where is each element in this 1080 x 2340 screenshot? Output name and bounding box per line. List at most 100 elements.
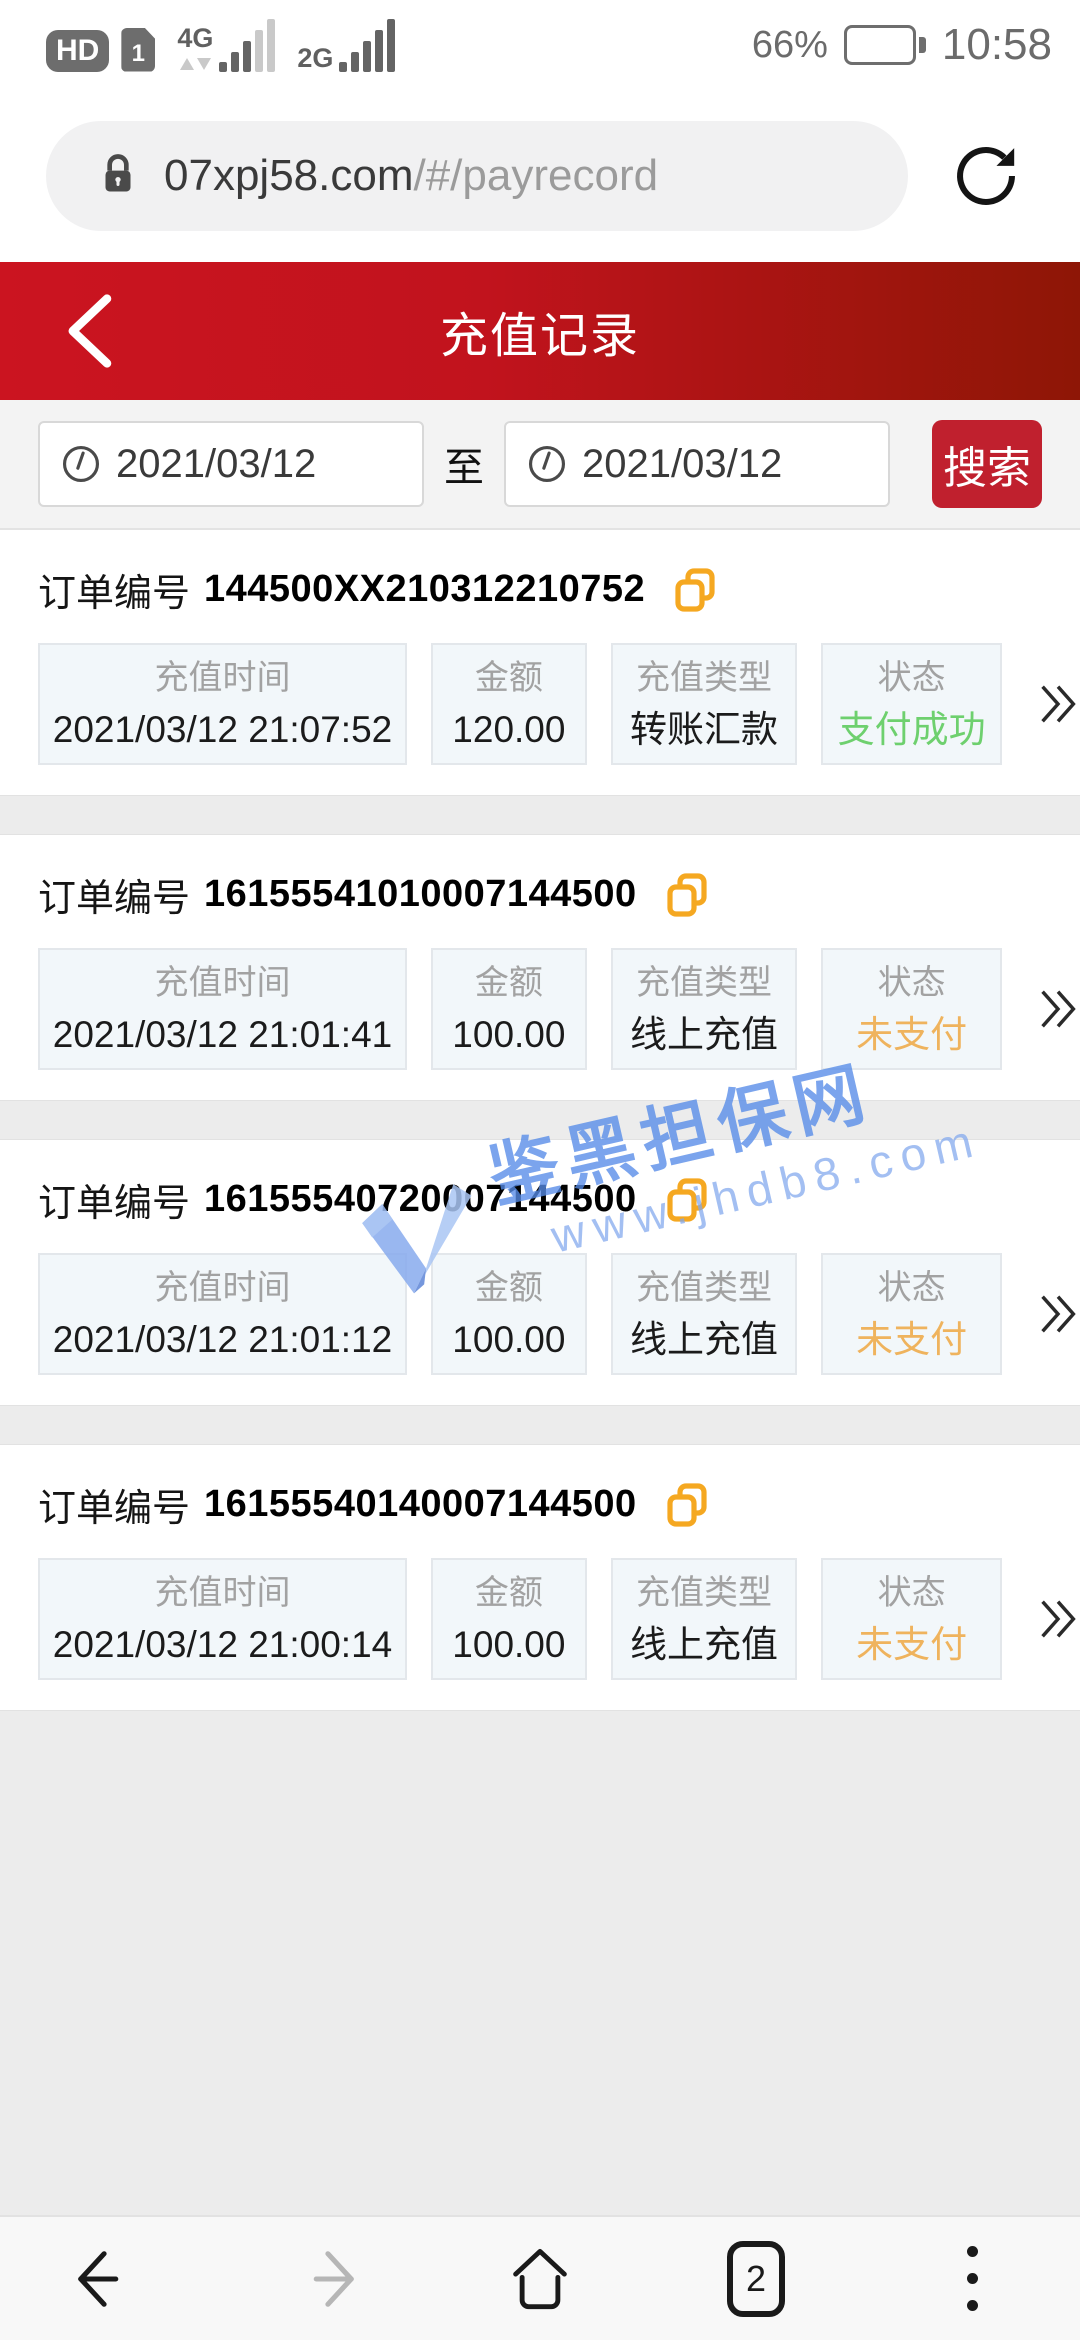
field-value: 转账汇款	[630, 708, 779, 750]
field-time: 充值时间 2021/03/12 21:01:41	[38, 948, 407, 1070]
nav-home-button[interactable]	[432, 2217, 648, 2340]
status-left-icons: HD 1 4G 2G	[46, 18, 396, 72]
field-label: 状态	[877, 963, 946, 1002]
record-card: 订单编号 144500XX210312210752 充值时间 2021/03/12…	[0, 530, 1080, 795]
data-arrows-icon	[179, 56, 211, 72]
page-title: 充值记录	[439, 310, 640, 363]
field-label: 充值时间	[154, 963, 291, 1002]
record-card: 订单编号 16155540140007144500 充值时间 2021/03/12…	[0, 1445, 1080, 1710]
order-number: 16155540720007144500	[204, 1178, 637, 1220]
network-4g-label: 4G	[177, 22, 214, 53]
order-number: 16155540140007144500	[204, 1483, 637, 1525]
field-value: 2021/03/12 21:01:12	[52, 1318, 393, 1360]
url-domain: 07xpj58.com	[164, 151, 414, 200]
nav-forward-button[interactable]	[216, 2217, 432, 2340]
field-label: 充值类型	[636, 1268, 773, 1307]
field-amount: 金额 100.00	[431, 948, 587, 1070]
order-row: 订单编号 16155540720007144500	[38, 1172, 1080, 1227]
order-label: 订单编号	[38, 878, 191, 920]
date-to-input[interactable]: 2021/03/12	[504, 421, 890, 507]
detail-expand-button[interactable]	[1036, 1558, 1080, 1680]
browser-nav-bar: 2	[0, 2215, 1080, 2340]
url-text: 07xpj58.com/#/payrecord	[164, 151, 658, 201]
empty-area	[0, 1710, 1080, 2215]
status-right: 66% 10:58	[752, 20, 1052, 70]
date-from-input[interactable]: 2021/03/12	[38, 421, 424, 507]
nav-menu-button[interactable]	[864, 2217, 1080, 2340]
clock-icon	[528, 445, 566, 483]
url-path: /#/payrecord	[413, 151, 659, 200]
field-value: 线上充值	[630, 1318, 779, 1360]
double-chevron-icon	[1041, 990, 1076, 1028]
copy-icon	[667, 872, 707, 917]
field-value: 120.00	[452, 708, 566, 750]
clock-icon	[62, 445, 100, 483]
refresh-button[interactable]	[946, 136, 1026, 216]
field-status: 状态 未支付	[821, 948, 1002, 1070]
copy-button[interactable]	[663, 1176, 711, 1224]
field-type: 充值类型 线上充值	[610, 1253, 798, 1375]
nav-tabs-button[interactable]: 2	[648, 2217, 864, 2340]
separator	[0, 1405, 1080, 1445]
order-number: 16155541010007144500	[204, 873, 637, 915]
status-value: 未支付	[856, 1013, 968, 1055]
order-row: 订单编号 16155541010007144500	[38, 867, 1080, 922]
copy-button[interactable]	[663, 871, 711, 919]
field-type: 充值类型 线上充值	[610, 1558, 798, 1680]
field-status: 状态 支付成功	[821, 643, 1002, 765]
nav-back-icon	[78, 2250, 119, 2307]
detail-expand-button[interactable]	[1036, 948, 1080, 1070]
field-label: 金额	[474, 1573, 543, 1612]
hd-badge-icon: HD	[46, 29, 110, 72]
clock-time: 10:58	[941, 20, 1052, 69]
field-label: 充值类型	[636, 1573, 773, 1612]
copy-icon	[667, 1482, 707, 1527]
search-button[interactable]: 搜索	[932, 420, 1042, 508]
field-status: 状态 未支付	[821, 1253, 1002, 1375]
double-chevron-icon	[1041, 685, 1076, 723]
field-status: 状态 未支付	[821, 1558, 1002, 1680]
field-amount: 金额 100.00	[431, 1558, 587, 1680]
field-type: 充值类型 转账汇款	[610, 643, 798, 765]
field-label: 金额	[474, 963, 543, 1002]
double-chevron-icon	[1041, 1600, 1076, 1638]
detail-expand-button[interactable]	[1036, 1253, 1080, 1375]
status-value: 未支付	[856, 1318, 968, 1360]
browser-url-row: 07xpj58.com/#/payrecord	[0, 90, 1080, 262]
nav-home-icon	[513, 2248, 567, 2309]
field-label: 充值时间	[154, 1573, 291, 1612]
status-bar: HD 1 4G 2G 66%	[0, 0, 1080, 90]
signal-4g-icon: 4G	[177, 18, 276, 72]
detail-expand-button[interactable]	[1036, 643, 1080, 765]
status-value: 未支付	[856, 1623, 968, 1665]
battery-percent: 66%	[751, 23, 828, 66]
field-label: 充值时间	[154, 658, 291, 697]
url-bar[interactable]: 07xpj58.com/#/payrecord	[46, 121, 908, 231]
double-chevron-icon	[1041, 1295, 1076, 1333]
status-value: 支付成功	[837, 708, 986, 750]
order-label: 订单编号	[38, 1183, 191, 1225]
nav-menu-icon	[966, 2246, 978, 2311]
lock-icon	[98, 151, 138, 202]
field-value: 线上充值	[630, 1013, 779, 1055]
back-icon	[68, 294, 112, 368]
copy-button[interactable]	[663, 1481, 711, 1529]
field-label: 充值类型	[636, 963, 773, 1002]
nav-back-button[interactable]	[0, 2217, 216, 2340]
field-time: 充值时间 2021/03/12 21:01:12	[38, 1253, 407, 1375]
order-row: 订单编号 144500XX210312210752	[38, 562, 1080, 617]
order-row: 订单编号 16155540140007144500	[38, 1477, 1080, 1532]
page-header: 充值记录	[0, 262, 1080, 400]
back-button[interactable]	[40, 262, 136, 400]
field-label: 充值时间	[154, 1268, 291, 1307]
field-value: 100.00	[452, 1318, 566, 1360]
field-time: 充值时间 2021/03/12 21:07:52	[38, 643, 407, 765]
copy-button[interactable]	[671, 566, 719, 614]
separator	[0, 795, 1080, 835]
field-value: 100.00	[452, 1623, 566, 1665]
tab-count: 2	[745, 2257, 767, 2299]
sim-icon: 1	[121, 27, 156, 72]
copy-icon	[667, 1177, 707, 1222]
field-label: 状态	[877, 1268, 946, 1307]
